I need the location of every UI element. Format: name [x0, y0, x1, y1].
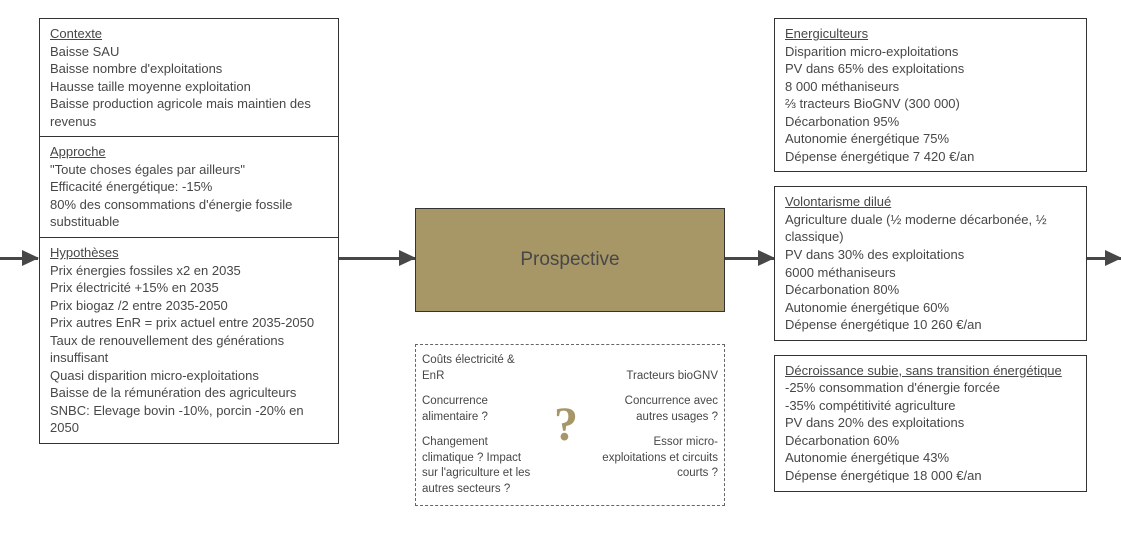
uncertainties-box: Coûts électricité & EnR Concurrence alim… — [415, 344, 725, 506]
scenario-line: Autonomie énergétique 75% — [785, 130, 1076, 148]
scenario-line: Décarbonation 80% — [785, 281, 1076, 299]
hypotheses-box: Hypothèses Prix énergies fossiles x2 en … — [39, 238, 339, 444]
approche-line: Efficacité énergétique: -15% — [50, 178, 328, 196]
prospective-label: Prospective — [520, 249, 619, 271]
hypotheses-line: Taux de renouvellement des générations i… — [50, 332, 328, 367]
hypotheses-title: Hypothèses — [50, 244, 328, 262]
inputs-column: Contexte Baisse SAU Baisse nombre d'expl… — [39, 18, 339, 444]
scenario-line: Autonomie énergétique 43% — [785, 449, 1076, 467]
hypotheses-line: Prix énergies fossiles x2 en 2035 — [50, 262, 328, 280]
contexte-line: Baisse nombre d'exploitations — [50, 60, 328, 78]
scenario-line: PV dans 30% des exploitations — [785, 246, 1076, 264]
arrow-input — [0, 257, 38, 260]
hypotheses-line: SNBC: Elevage bovin -10%, porcin -20% en… — [50, 402, 328, 437]
question-item: Tracteurs bioGNV — [600, 369, 718, 385]
decroissance-title: Décroissance subie, sans transition éner… — [785, 362, 1076, 380]
scenario-line: PV dans 20% des exploitations — [785, 414, 1076, 432]
contexte-title: Contexte — [50, 25, 328, 43]
volontarisme-box: Volontarisme dilué Agriculture duale (½ … — [774, 186, 1087, 340]
hypotheses-line: Baisse de la rémunération des agriculteu… — [50, 384, 328, 402]
scenario-line: 6000 méthaniseurs — [785, 264, 1076, 282]
hypotheses-line: Prix électricité +15% en 2035 — [50, 279, 328, 297]
approche-title: Approche — [50, 143, 328, 161]
energiculteurs-box: Energiculteurs Disparition micro-exploit… — [774, 18, 1087, 172]
arrow-to-prospective — [339, 257, 415, 260]
scenario-line: Agriculture duale (½ moderne décarbonée,… — [785, 211, 1076, 246]
scenario-line: 8 000 méthaniseurs — [785, 78, 1076, 96]
contexte-line: Baisse production agricole mais maintien… — [50, 95, 328, 130]
scenario-line: Dépense énergétique 18 000 €/an — [785, 467, 1076, 485]
approche-line: 80% des consommations d'énergie fossile … — [50, 196, 328, 231]
question-item: Concurrence avec autres usages ? — [600, 394, 718, 425]
hypotheses-line: Quasi disparition micro-exploitations — [50, 367, 328, 385]
arrow-to-scenarios — [725, 257, 774, 260]
decroissance-box: Décroissance subie, sans transition éner… — [774, 355, 1087, 492]
arrow-output — [1087, 257, 1121, 260]
question-item: Coûts électricité & EnR — [422, 353, 532, 384]
question-mark-icon: ? — [554, 397, 578, 453]
questions-right-col: Tracteurs bioGNV Concurrence avec autres… — [600, 369, 718, 482]
scenario-line: Disparition micro-exploitations — [785, 43, 1076, 61]
hypotheses-line: Prix autres EnR = prix actuel entre 2035… — [50, 314, 328, 332]
approche-box: Approche "Toute choses égales par ailleu… — [39, 137, 339, 238]
question-item: Changement climatique ? Impact sur l'agr… — [422, 435, 532, 497]
scenarios-column: Energiculteurs Disparition micro-exploit… — [774, 18, 1087, 492]
prospective-box: Prospective — [415, 208, 725, 312]
energiculteurs-title: Energiculteurs — [785, 25, 1076, 43]
scenario-line: Dépense énergétique 7 420 €/an — [785, 148, 1076, 166]
volontarisme-title: Volontarisme dilué — [785, 193, 1076, 211]
scenario-line: Décarbonation 95% — [785, 113, 1076, 131]
scenario-line: -25% consommation d'énergie forcée — [785, 379, 1076, 397]
hypotheses-line: Prix biogaz /2 entre 2035-2050 — [50, 297, 328, 315]
scenario-line: Dépense énergétique 10 260 €/an — [785, 316, 1076, 334]
scenario-line: PV dans 65% des exploitations — [785, 60, 1076, 78]
contexte-line: Hausse taille moyenne exploitation — [50, 78, 328, 96]
contexte-line: Baisse SAU — [50, 43, 328, 61]
contexte-box: Contexte Baisse SAU Baisse nombre d'expl… — [39, 18, 339, 137]
question-item: Essor micro-exploitations et circuits co… — [600, 435, 718, 482]
scenario-line: ⅔ tracteurs BioGNV (300 000) — [785, 95, 1076, 113]
scenario-line: Décarbonation 60% — [785, 432, 1076, 450]
questions-left-col: Coûts électricité & EnR Concurrence alim… — [422, 353, 532, 497]
question-mark-container: ? — [532, 397, 600, 453]
scenario-line: -35% compétitivité agriculture — [785, 397, 1076, 415]
approche-line: "Toute choses égales par ailleurs" — [50, 161, 328, 179]
question-item: Concurrence alimentaire ? — [422, 394, 532, 425]
scenario-line: Autonomie énergétique 60% — [785, 299, 1076, 317]
